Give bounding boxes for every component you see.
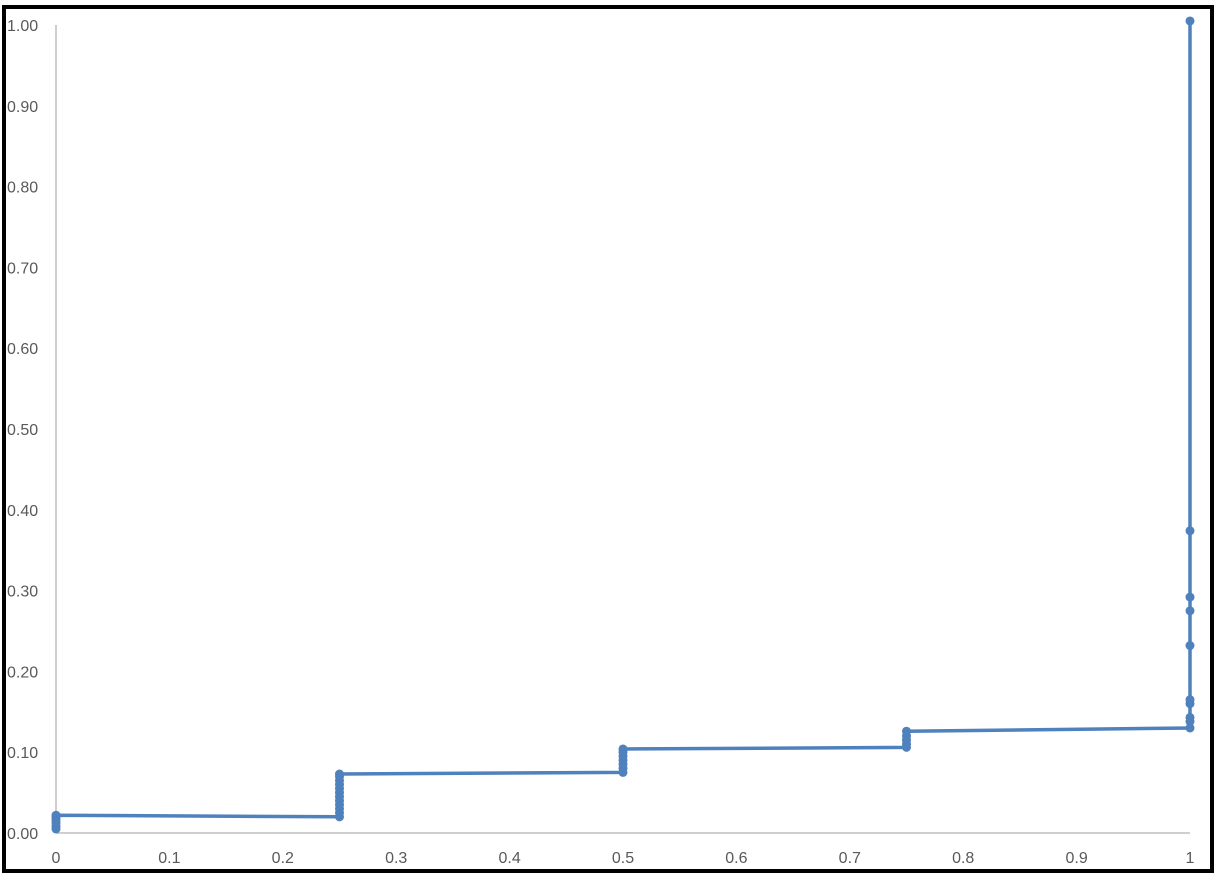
series-line — [54, 21, 1192, 829]
y-tick-label: 0.60 — [7, 341, 38, 358]
y-tick-label: 0.90 — [7, 99, 38, 116]
data-point — [1185, 723, 1195, 733]
x-tick-label: 0.9 — [1065, 850, 1087, 867]
y-tick-label: 0.80 — [7, 180, 38, 197]
data-point — [51, 810, 61, 820]
data-point — [1185, 606, 1195, 616]
y-tick-label: 0.10 — [7, 745, 38, 762]
y-tick-label: 0.50 — [7, 422, 38, 439]
data-point — [618, 744, 628, 754]
x-tick-label: 0.6 — [725, 850, 747, 867]
y-tick-label: 1.00 — [7, 18, 38, 35]
data-point — [902, 726, 911, 736]
data-point — [335, 769, 344, 779]
x-tick-label: 0.3 — [385, 850, 407, 867]
x-tick-label: 0.4 — [498, 850, 520, 867]
x-tick-label: 0 — [52, 850, 61, 867]
y-tick-label: 0.70 — [7, 260, 38, 277]
x-tick-label: 0.1 — [158, 850, 180, 867]
y-tick-label: 0.40 — [7, 503, 38, 520]
x-tick-label: 0.2 — [272, 850, 294, 867]
data-point — [1185, 641, 1195, 651]
axes — [55, 25, 1190, 834]
x-tick-label: 0.7 — [839, 850, 861, 867]
data-point — [1185, 16, 1195, 26]
y-tick-label: 0.20 — [7, 664, 38, 681]
y-tick-label: 0.00 — [7, 826, 38, 843]
series-1 — [51, 16, 1195, 834]
tick-labels: 0.000.100.200.300.400.500.600.700.800.90… — [7, 18, 1195, 867]
x-tick-label: 0.8 — [952, 850, 974, 867]
x-tick-label: 0.5 — [612, 850, 634, 867]
x-tick-label: 1 — [1186, 850, 1195, 867]
data-point — [1185, 526, 1195, 536]
data-point — [1185, 695, 1195, 705]
y-tick-label: 0.30 — [7, 584, 38, 601]
data-point — [1185, 592, 1195, 602]
data-point — [1185, 712, 1195, 722]
